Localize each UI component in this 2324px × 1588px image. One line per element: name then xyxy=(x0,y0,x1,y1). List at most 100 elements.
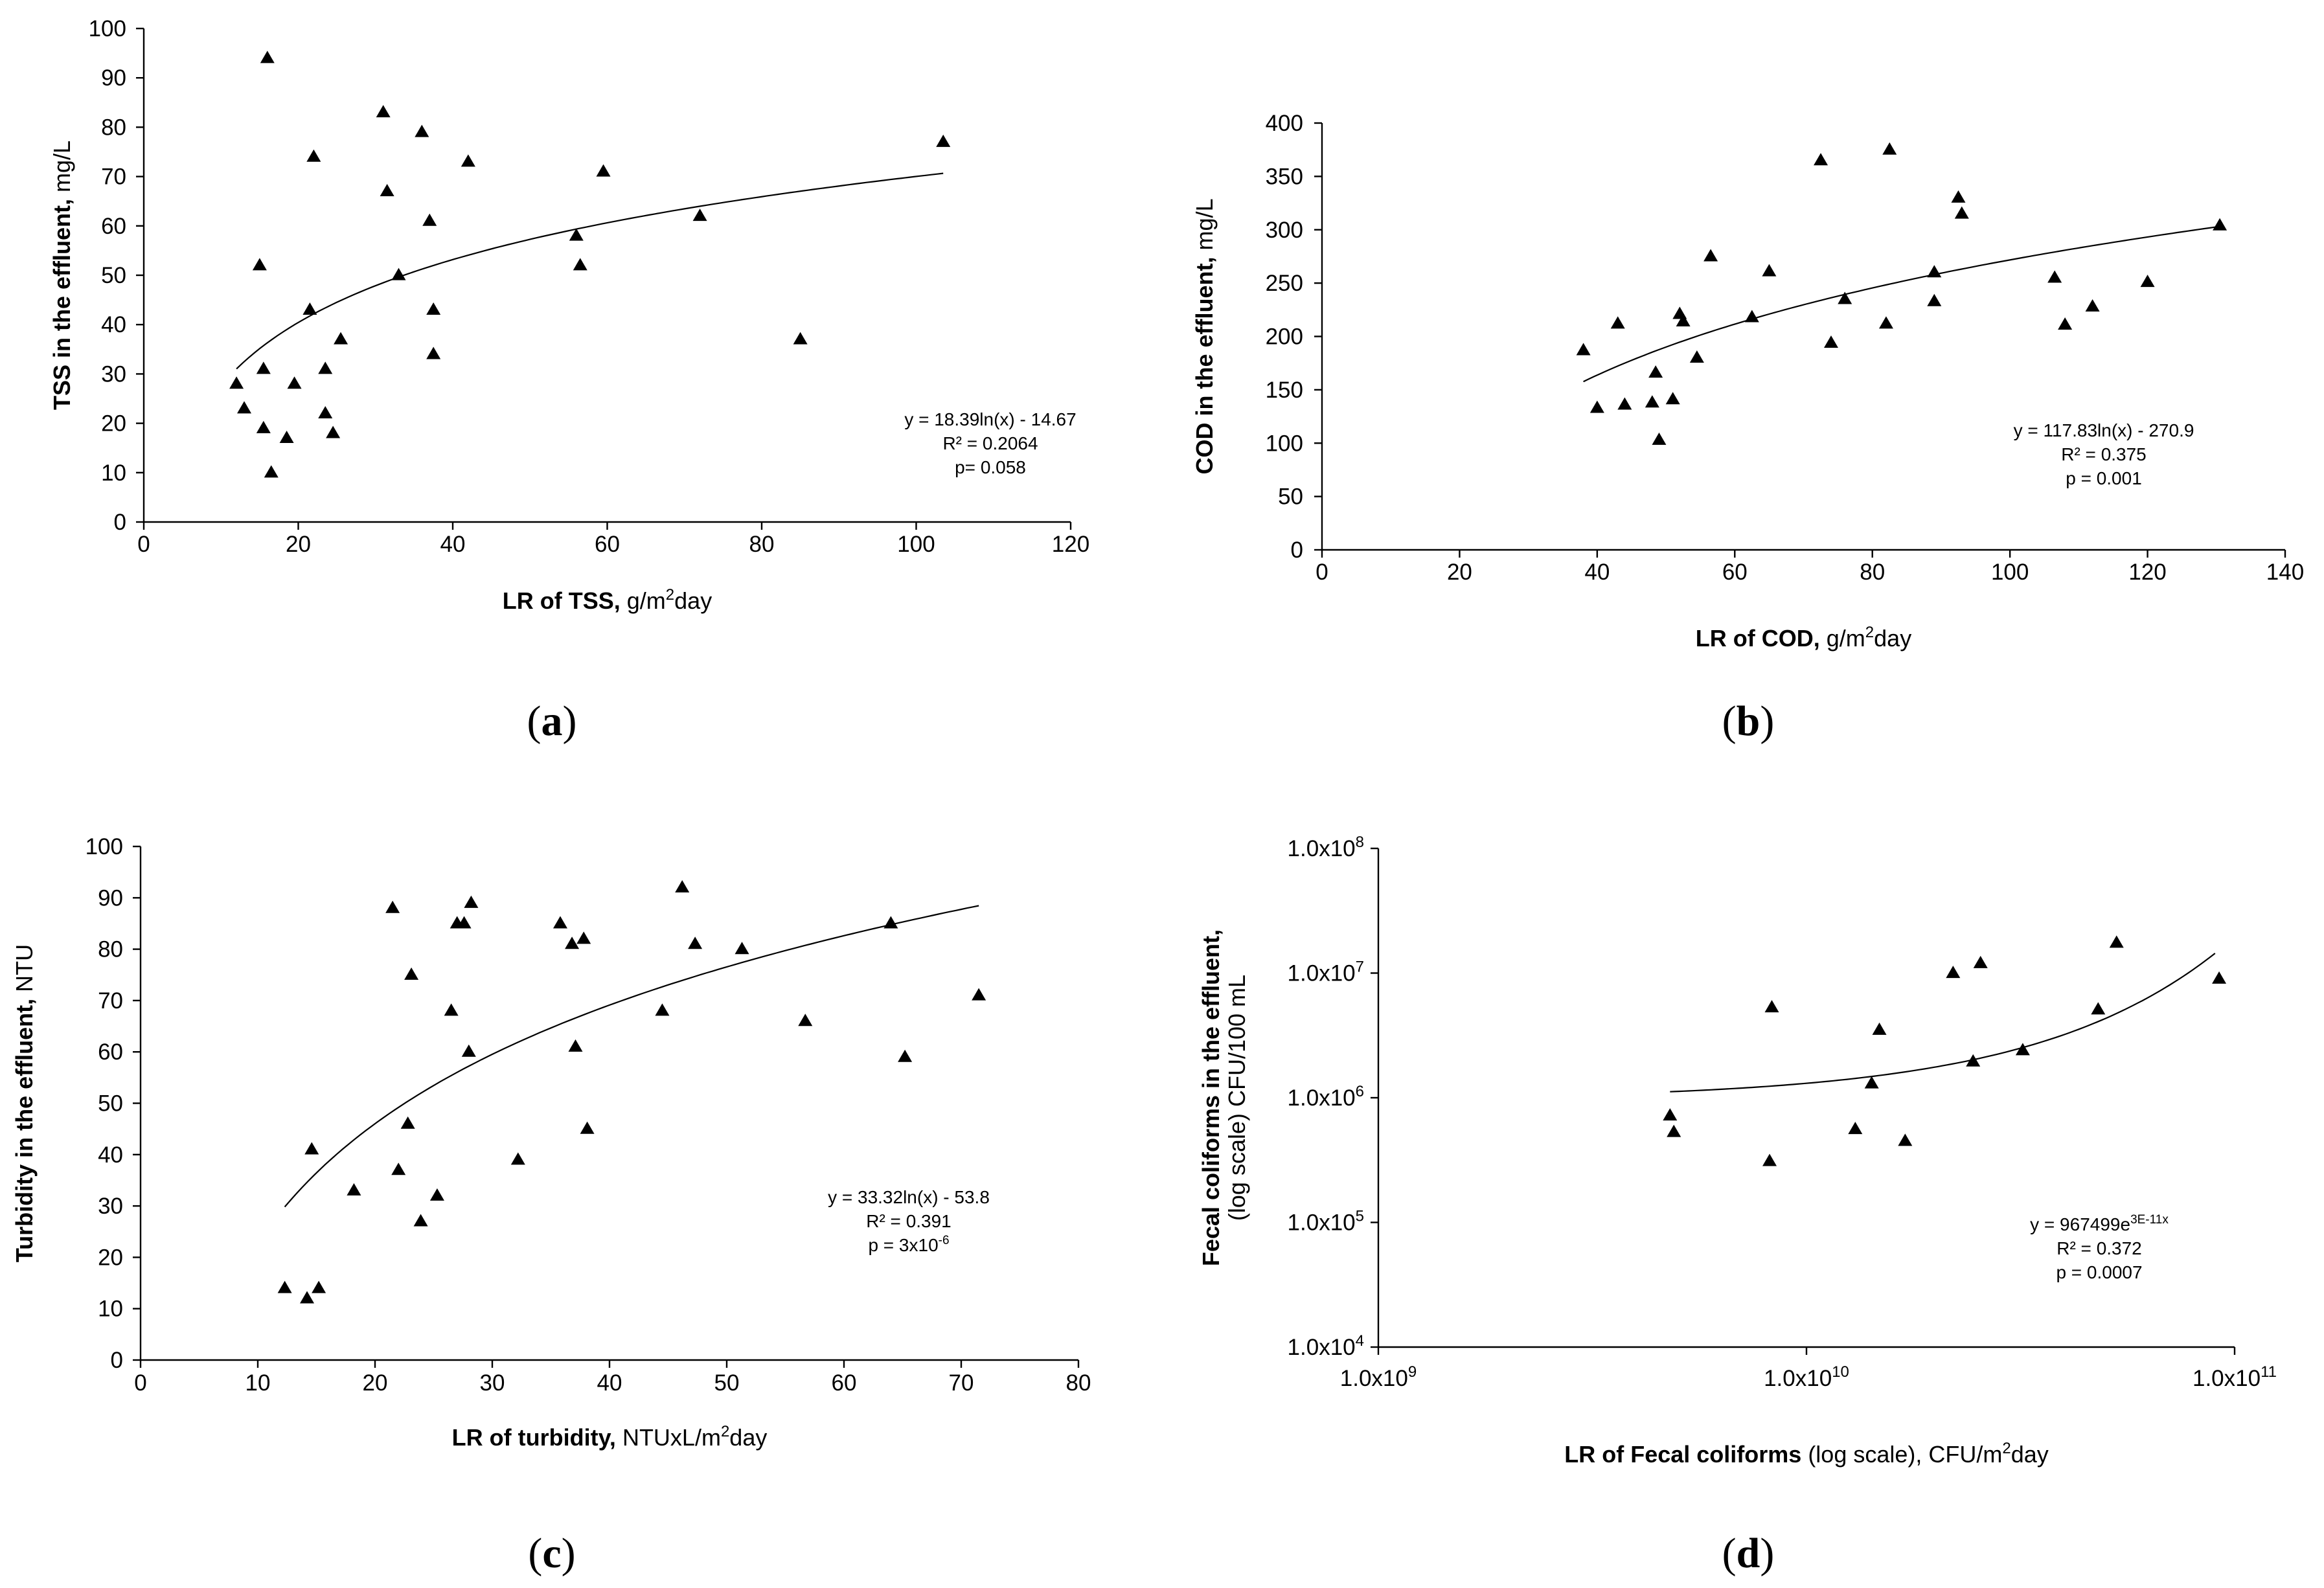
data-point xyxy=(568,1039,583,1052)
x-tick-label: 70 xyxy=(949,1370,974,1396)
data-point xyxy=(391,267,406,280)
trend-line xyxy=(284,905,979,1208)
data-point xyxy=(798,1014,813,1027)
data-point xyxy=(1703,249,1718,262)
x-tick-label: 60 xyxy=(832,1370,857,1396)
y-tick-label: 100 xyxy=(1266,431,1303,456)
data-point xyxy=(1762,1153,1777,1166)
data-point xyxy=(1645,395,1659,408)
y-tick-label: 80 xyxy=(101,115,126,140)
data-point xyxy=(1814,153,1828,166)
x-tick-label: 0 xyxy=(134,1370,146,1396)
r-squared-label: R² = 0.391 xyxy=(866,1211,951,1231)
trend-line xyxy=(236,172,944,370)
data-point xyxy=(1589,400,1604,413)
x-tick-label: 1.0x1011 xyxy=(2193,1363,2277,1391)
data-point xyxy=(1648,365,1663,378)
y-tick-label: 70 xyxy=(101,164,126,190)
data-point xyxy=(1951,190,1966,203)
y-tick-label: 70 xyxy=(98,988,123,1014)
y-axis-label: TSS in the effluent, mg/L xyxy=(49,141,75,410)
data-point xyxy=(1878,316,1893,329)
r-squared-label: R² = 0.375 xyxy=(2061,444,2147,464)
y-tick-label: 50 xyxy=(1278,484,1303,510)
y-tick-label: 300 xyxy=(1266,218,1303,243)
data-point xyxy=(415,124,429,137)
y-tick-label: 60 xyxy=(98,1039,123,1065)
data-point xyxy=(380,184,394,197)
y-tick-label: 40 xyxy=(101,312,126,337)
data-point xyxy=(1764,1000,1779,1013)
panel-label: (d) xyxy=(1722,1530,1775,1577)
x-tick-label: 40 xyxy=(440,532,466,557)
y-tick-label: 100 xyxy=(89,16,126,41)
data-point xyxy=(312,1280,326,1293)
y-tick-label: 10 xyxy=(101,460,126,486)
x-tick-label: 100 xyxy=(897,532,935,557)
data-point xyxy=(256,361,271,374)
data-point xyxy=(1872,1022,1887,1035)
data-point xyxy=(1927,293,1942,306)
x-axis-label: LR of Fecal coliforms (log scale), CFU/m… xyxy=(1564,1440,2049,1468)
y-axis-label-secondary: (log scale) CFU/100 mL xyxy=(1224,975,1250,1221)
data-point xyxy=(1864,1076,1879,1089)
chart-panel-a: 0 20 40 60 80 100 120 0 10 20 30 40 50 60 70 80 90 100 y =… xyxy=(49,16,1089,745)
y-tick-label: 0 xyxy=(114,510,126,535)
data-point xyxy=(565,936,580,949)
data-point xyxy=(1966,1054,1981,1067)
data-point xyxy=(426,346,441,359)
x-tick-label: 20 xyxy=(286,532,311,557)
x-tick-label: 0 xyxy=(1316,560,1328,585)
y-tick-label: 100 xyxy=(85,834,123,859)
x-tick-label: 80 xyxy=(1860,560,1885,585)
y-tick-label: 1.0x106 xyxy=(1288,1083,1364,1111)
data-point xyxy=(413,1214,428,1227)
data-point xyxy=(2140,275,2155,288)
data-point xyxy=(279,431,294,444)
r-squared-label: R² = 0.372 xyxy=(2056,1238,2142,1258)
chart-panel-c: 0 10 20 30 40 50 60 70 80 0 10 20 30 40 50 60 70 80 90 100 y… xyxy=(11,834,1091,1577)
x-tick-label: 120 xyxy=(1052,532,1089,557)
data-point xyxy=(1652,432,1667,445)
y-axis-label: COD in the effluent, mg/L xyxy=(1191,198,1218,474)
x-axis-label: LR of turbidity, NTUxL/m2day xyxy=(452,1423,768,1451)
r-squared-label: R² = 0.2064 xyxy=(942,433,1038,453)
p-value-label: p = 0.0007 xyxy=(2056,1262,2142,1282)
chart-panel-d: 1.0x109 1.0x1010 1.0x1011 1.0x104 1.0x105 1.0… xyxy=(1198,834,2277,1577)
trend-equation: y = 18.39ln(x) - 14.67 xyxy=(904,409,1076,429)
data-point xyxy=(326,425,341,438)
data-point xyxy=(1689,350,1704,363)
data-point xyxy=(675,880,690,893)
data-point xyxy=(1665,392,1680,405)
x-tick-label: 0 xyxy=(137,532,150,557)
y-tick-label: 20 xyxy=(101,411,126,437)
p-value-label: p = 0.001 xyxy=(2066,468,2142,488)
data-point xyxy=(444,1003,459,1016)
y-tick-label: 80 xyxy=(98,937,123,962)
y-tick-label: 40 xyxy=(98,1142,123,1168)
y-tick-label: 200 xyxy=(1266,324,1303,350)
data-point xyxy=(2212,971,2227,984)
data-point xyxy=(304,1142,319,1155)
y-tick-label: 10 xyxy=(98,1297,123,1322)
data-point xyxy=(461,1044,476,1057)
data-point xyxy=(1882,142,1897,155)
data-point xyxy=(688,936,703,949)
data-point xyxy=(300,1291,315,1304)
data-point xyxy=(2047,270,2062,283)
data-point xyxy=(260,51,275,63)
x-axis-label: LR of COD, g/m2day xyxy=(1696,624,1911,652)
x-tick-label: 140 xyxy=(2266,560,2304,585)
data-point xyxy=(2213,218,2227,231)
data-point xyxy=(252,258,267,271)
y-tick-label: 0 xyxy=(1291,538,1303,563)
trend-line xyxy=(1583,225,2220,383)
panel-label: (c) xyxy=(528,1530,575,1577)
data-point xyxy=(429,1188,444,1201)
data-point xyxy=(580,1121,595,1134)
panel-label: (a) xyxy=(527,698,577,745)
data-point xyxy=(256,420,271,433)
data-point xyxy=(287,376,302,389)
data-point xyxy=(2015,1043,2030,1056)
trend-equation: y = 117.83ln(x) - 270.9 xyxy=(2014,420,2194,440)
